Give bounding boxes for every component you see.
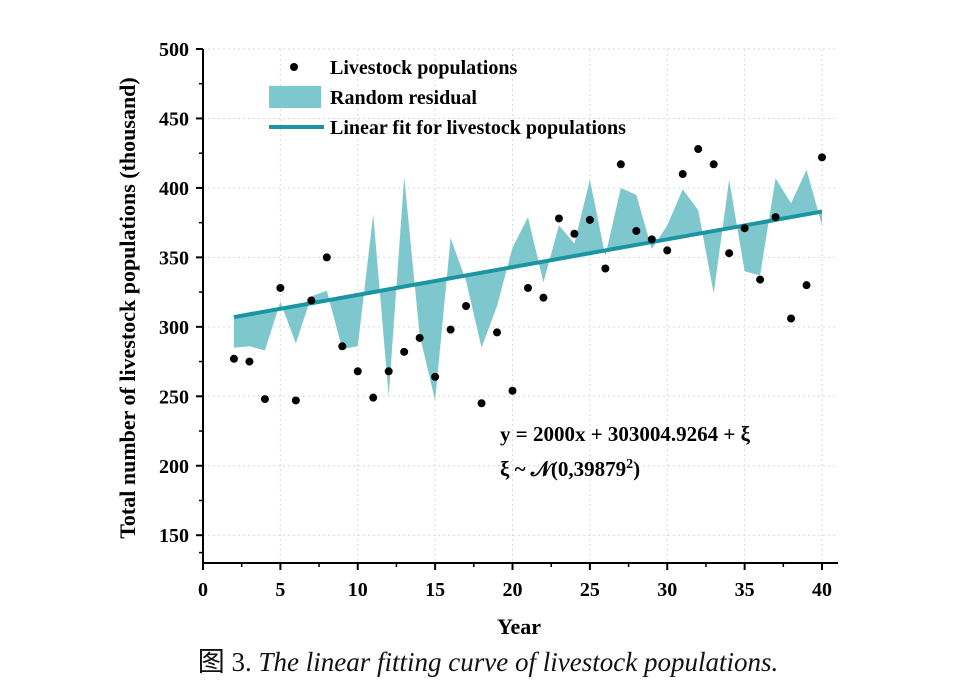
- data-point: [632, 226, 641, 235]
- data-point: [678, 170, 687, 179]
- y-tick-label: 200: [159, 456, 189, 478]
- x-tick-label: 35: [735, 579, 755, 601]
- data-point: [369, 393, 378, 402]
- x-tick-label: 5: [275, 579, 285, 601]
- data-points: [229, 145, 826, 408]
- data-point: [431, 372, 440, 381]
- residual-band-area: [233, 169, 822, 401]
- data-point: [802, 281, 811, 290]
- data-point: [477, 399, 486, 408]
- tick-labels: 150 200 250 300 350 400 450 500 0 5 10 15 20 25 30 35 40: [159, 39, 832, 601]
- data-point: [415, 333, 424, 342]
- equation-line-1: y = 2000x + 303004.9264 + ξ: [500, 422, 751, 446]
- data-point: [462, 302, 471, 310]
- data-point: [616, 160, 625, 169]
- data-point: [663, 246, 672, 255]
- y-tick-label: 300: [159, 317, 189, 339]
- data-point: [740, 224, 749, 233]
- data-point: [338, 342, 347, 351]
- data-point: [245, 357, 254, 366]
- caption-prefix: 图 3.: [197, 647, 252, 677]
- data-point: [818, 153, 826, 162]
- data-point: [400, 347, 409, 356]
- data-point: [756, 275, 765, 284]
- legend-label-fit: Linear fit for livestock populations: [330, 117, 626, 139]
- data-point: [291, 396, 300, 405]
- data-point: [709, 160, 718, 169]
- caption-text: The linear fitting curve of livestock po…: [258, 647, 779, 677]
- legend-point-icon: [290, 63, 298, 71]
- equation-line-2-sup: 2: [626, 457, 633, 472]
- legend-label-band: Random residual: [330, 87, 477, 109]
- legend-band-icon: [269, 86, 321, 108]
- data-point: [601, 264, 610, 273]
- data-point: [523, 283, 532, 292]
- axes: [196, 48, 838, 570]
- data-point: [725, 249, 734, 258]
- y-tick-label: 350: [159, 247, 189, 269]
- data-point: [539, 293, 548, 302]
- data-point: [787, 314, 796, 323]
- data-point: [508, 386, 517, 395]
- residual-band: [233, 169, 822, 401]
- data-point: [384, 367, 393, 376]
- data-point: [307, 296, 316, 305]
- data-point: [276, 283, 285, 292]
- x-tick-label: 0: [198, 579, 208, 601]
- y-tick-label: 500: [159, 39, 189, 61]
- data-point: [322, 253, 331, 262]
- x-tick-label: 10: [348, 579, 368, 601]
- legend-label-points: Livestock populations: [330, 57, 517, 79]
- equation-annotation: y = 2000x + 303004.9264 + ξ ξ ~ 𝒩(0,3987…: [500, 422, 751, 481]
- data-point: [493, 328, 502, 337]
- data-point: [771, 213, 780, 222]
- fit-line-group: [233, 209, 823, 320]
- y-tick-label: 150: [159, 525, 189, 547]
- data-point: [570, 229, 579, 238]
- x-axis-title: Year: [497, 614, 541, 639]
- equation-line-2-tail: ): [633, 457, 640, 481]
- data-point: [353, 367, 362, 376]
- y-tick-label: 400: [159, 178, 189, 200]
- y-tick-label: 450: [159, 108, 189, 130]
- chart-canvas: 150 200 250 300 350 400 450 500 0 5 10 15 20 25 30 35 40…: [115, 39, 838, 639]
- data-point: [260, 395, 269, 404]
- data-point: [554, 214, 563, 223]
- x-tick-label: 30: [657, 579, 677, 601]
- data-point: [647, 235, 656, 244]
- equation-line-2: ξ ~ 𝒩(0,398792): [500, 457, 640, 481]
- equation-line-2-lead: ξ ~ 𝒩(0,39879: [500, 457, 626, 481]
- x-tick-label: 25: [580, 579, 600, 601]
- data-point: [694, 145, 703, 154]
- fit-line: [233, 209, 823, 320]
- y-tick-label: 250: [159, 386, 189, 408]
- x-tick-label: 15: [425, 579, 445, 601]
- data-point: [585, 215, 594, 224]
- figure-caption: 图 3. The linear fitting curve of livesto…: [0, 640, 976, 679]
- data-point: [229, 354, 238, 363]
- x-tick-label: 40: [812, 579, 832, 601]
- x-tick-label: 20: [503, 579, 523, 601]
- y-axis-title: Total number of livestock populations (t…: [115, 77, 140, 539]
- data-point: [446, 325, 455, 334]
- legend: Livestock populations Random residual Li…: [269, 57, 626, 139]
